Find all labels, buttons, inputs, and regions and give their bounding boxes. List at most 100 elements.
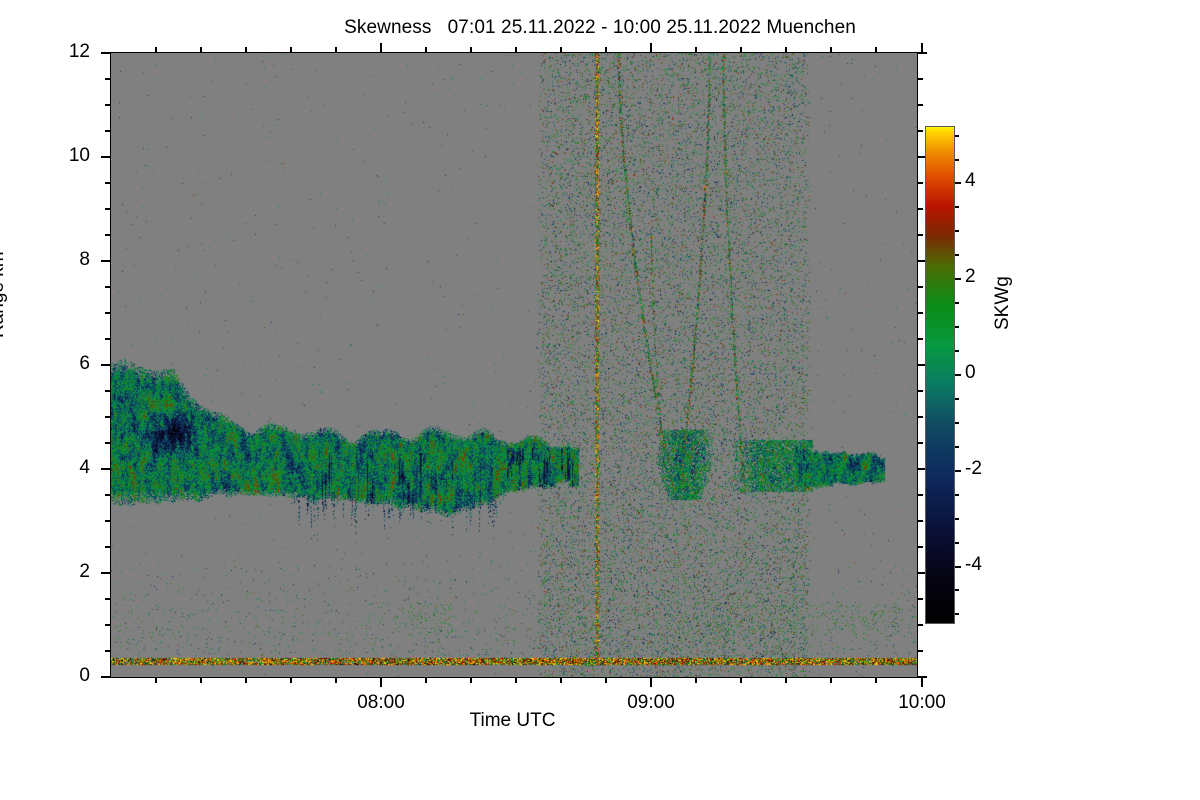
y-tick-label: 12 [68, 41, 90, 62]
y-tick-major [101, 364, 110, 366]
y-tick-minor-right [918, 78, 923, 80]
y-tick-minor-right [918, 390, 923, 392]
y-tick-major-right [918, 572, 927, 574]
colorbar-tick-minor [955, 326, 959, 328]
x-tick-label: 10:00 [898, 692, 946, 713]
y-tick-major-right [918, 468, 927, 470]
y-tick-minor [105, 416, 110, 418]
y-tick-minor [105, 338, 110, 340]
x-tick-minor [560, 678, 562, 683]
y-tick-major [101, 468, 110, 470]
y-tick-minor [105, 312, 110, 314]
y-tick-major [101, 156, 110, 158]
y-tick-major [101, 572, 110, 574]
x-tick-minor-top [515, 47, 517, 52]
heatmap-data-canvas [111, 53, 917, 677]
page-title: Skewness 07:01 25.11.2022 - 10:00 25.11.… [344, 17, 856, 38]
colorbar-tick-minor [955, 542, 959, 544]
colorbar-gradient [925, 126, 955, 624]
y-tick-minor-right [918, 442, 923, 444]
y-tick-minor [105, 104, 110, 106]
x-axis-title: Time UTC [469, 710, 556, 731]
colorbar-tick [955, 374, 961, 376]
colorbar-tick-minor [955, 494, 959, 496]
x-tick-minor-top [335, 47, 337, 52]
x-tick-minor-top [830, 47, 832, 52]
x-tick-minor [785, 678, 787, 683]
x-tick-major-top [921, 43, 923, 52]
x-tick-label: 09:00 [627, 692, 675, 713]
y-tick-minor [105, 234, 110, 236]
colorbar-tick-label: 0 [965, 362, 976, 383]
y-tick-major-right [918, 156, 927, 158]
colorbar-tick-minor [955, 422, 959, 424]
colorbar[interactable]: 4 2 0 -2 -4 [925, 126, 982, 624]
y-tick-minor [105, 208, 110, 210]
x-tick-minor-top [200, 47, 202, 52]
x-tick-minor-top [290, 47, 292, 52]
colorbar-tick-minor [955, 518, 959, 520]
x-tick-minor [200, 678, 202, 683]
colorbar-tick-minor [955, 230, 959, 232]
x-tick-minor [695, 678, 697, 683]
y-tick-major-right [918, 52, 927, 54]
y-tick-minor [105, 130, 110, 132]
colorbar-tick-label: 2 [965, 266, 976, 287]
x-tick-minor-top [155, 47, 157, 52]
x-tick-minor-top [470, 47, 472, 52]
y-tick-minor [105, 520, 110, 522]
y-tick-major [101, 676, 110, 678]
y-tick-minor-right [918, 494, 923, 496]
x-tick-major [921, 678, 923, 687]
x-tick-major-top [380, 43, 382, 52]
y-tick-minor [105, 494, 110, 496]
y-tick-major [101, 52, 110, 54]
y-tick-minor-right [918, 520, 923, 522]
colorbar-tick-minor [955, 613, 959, 615]
y-tick-minor-right [918, 338, 923, 340]
y-tick-label: 2 [79, 561, 90, 582]
y-tick-label: 8 [79, 249, 90, 270]
y-tick-minor-right [918, 130, 923, 132]
x-tick-label: 08:00 [357, 692, 405, 713]
x-tick-minor [335, 678, 337, 683]
plot-area[interactable] [110, 52, 918, 678]
y-tick-minor [105, 442, 110, 444]
x-tick-minor [290, 678, 292, 683]
colorbar-tick-minor [955, 398, 959, 400]
y-axis-title: Range km [0, 251, 8, 338]
y-tick-minor-right [918, 546, 923, 548]
x-tick-minor-top [740, 47, 742, 52]
y-tick-minor-right [918, 650, 923, 652]
y-tick-major-right [918, 364, 927, 366]
y-tick-label: 0 [79, 665, 90, 686]
y-tick-minor [105, 182, 110, 184]
colorbar-tick [955, 278, 961, 280]
y-tick-minor-right [918, 312, 923, 314]
colorbar-tick-minor [955, 254, 959, 256]
colorbar-tick-minor [955, 159, 959, 161]
y-tick-minor-right [918, 286, 923, 288]
x-tick-minor [830, 678, 832, 683]
colorbar-tick-minor [955, 350, 959, 352]
y-tick-minor [105, 390, 110, 392]
x-tick-minor [740, 678, 742, 683]
colorbar-tick [955, 566, 961, 568]
y-tick-minor-right [918, 234, 923, 236]
colorbar-title: SKWg [992, 276, 1013, 330]
colorbar-tick-label: -4 [965, 554, 982, 575]
y-tick-major [101, 260, 110, 262]
x-tick-minor [470, 678, 472, 683]
y-tick-minor [105, 286, 110, 288]
y-tick-label: 10 [68, 145, 90, 166]
x-tick-minor-top [425, 47, 427, 52]
x-tick-major [380, 678, 382, 687]
x-tick-minor [155, 678, 157, 683]
y-tick-minor [105, 624, 110, 626]
y-tick-major-right [918, 676, 927, 678]
y-tick-minor [105, 78, 110, 80]
y-tick-minor-right [918, 598, 923, 600]
y-tick-major-right [918, 260, 927, 262]
y-tick-minor [105, 598, 110, 600]
